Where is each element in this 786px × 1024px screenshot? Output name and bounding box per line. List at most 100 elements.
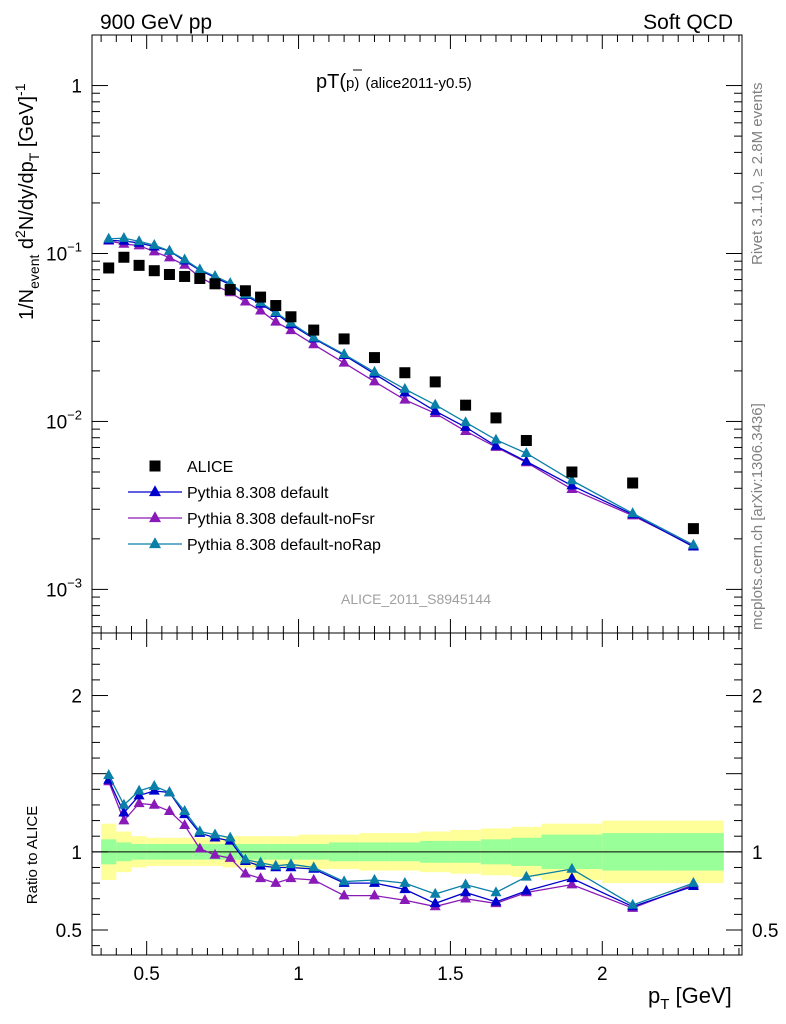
series-point-ratio — [285, 872, 297, 883]
alice-point — [338, 333, 350, 345]
alice-point — [627, 477, 639, 489]
series-point-ratio — [429, 887, 441, 898]
series-point-ratio — [460, 886, 472, 897]
series-point-main — [239, 295, 251, 306]
series-point-main — [194, 263, 206, 274]
series-point-main — [338, 356, 350, 367]
y-tick-label: 10−3 — [46, 575, 82, 601]
series-point-main — [399, 382, 411, 393]
series-point-main — [179, 253, 191, 264]
ratio-tick-label-left: 2 — [71, 687, 82, 708]
alice-point — [308, 324, 320, 336]
y-axis-label: 1/Nevent d2N/dy/dpT [GeV]-1 — [12, 83, 42, 320]
series-alice — [103, 251, 699, 535]
ratio-tick-label-right: 2 — [752, 687, 763, 708]
legend-marker — [149, 537, 161, 549]
series-point-ratio — [239, 853, 251, 864]
series-point-ratio — [308, 873, 320, 884]
series-point-ratio — [399, 876, 411, 887]
series-point-main — [490, 439, 502, 450]
x-tick-label: 1.5 — [437, 964, 463, 985]
series-point-main — [399, 393, 411, 404]
series-point-main — [627, 507, 639, 518]
series-point-ratio — [368, 889, 380, 900]
series-point-ratio — [209, 848, 221, 859]
series-point-ratio — [239, 867, 251, 878]
alice-point — [148, 265, 160, 277]
legend-marker — [149, 511, 161, 523]
alice-point — [209, 278, 221, 290]
series-point-ratio — [148, 798, 160, 809]
data-series — [103, 231, 699, 912]
legend-label: ALICE — [187, 459, 233, 476]
series-point-ratio — [118, 814, 130, 825]
series-point-ratio — [194, 825, 206, 836]
alice-point — [194, 272, 206, 284]
series-point-main — [270, 315, 282, 326]
series-point-ratio — [338, 889, 350, 900]
series-point-main — [429, 398, 441, 409]
axis-tick-labels: 0.5 1 1.5 2 1 10−1 10−2 10−3 2 2 1 1 0.5 0.5 — [46, 77, 778, 985]
x-tick-label: 2 — [597, 964, 608, 985]
series-point-ratio — [399, 894, 411, 905]
chart-title: pT(p) (alice2011-y0.5) — [316, 71, 472, 93]
series-point-ratio — [103, 769, 115, 780]
series-point-main — [163, 251, 175, 262]
series-point-main — [209, 270, 221, 280]
series-point-main — [118, 231, 130, 242]
series-point-ratio — [627, 898, 639, 909]
x-axis-label: pT [GeV] — [648, 983, 732, 1013]
series-point-ratio — [118, 798, 130, 809]
legend: ALICE Pythia 8.308 default Pythia 8.308 de… — [128, 459, 381, 554]
series-point-ratio — [163, 786, 175, 797]
ratio-plot-frame — [91, 632, 743, 956]
alice-point — [255, 291, 267, 303]
header-right-label: Soft QCD — [643, 11, 733, 34]
series-point-main — [687, 538, 699, 549]
series-point-ratio — [399, 883, 411, 894]
legend-marker — [149, 485, 161, 497]
series-point-main — [163, 244, 175, 255]
legend-label: Pythia 8.308 default-noFsr — [187, 511, 375, 528]
series-point-main — [490, 433, 502, 444]
series-point-ratio — [209, 828, 221, 839]
series-point-main — [270, 306, 282, 317]
series-point-ratio — [224, 831, 236, 842]
series-point-ratio — [118, 806, 130, 817]
alice-point — [163, 268, 175, 280]
alice-point — [270, 300, 282, 312]
ratio-tick-label-right: 1 — [752, 843, 763, 864]
alice-point — [399, 367, 411, 379]
alice-point — [520, 435, 532, 447]
series-point-ratio — [368, 873, 380, 884]
series-point-ratio — [308, 861, 320, 872]
axis-ticks — [92, 34, 742, 955]
alice-point — [490, 412, 502, 424]
series-point-ratio — [687, 876, 699, 887]
series-point-ratio — [490, 895, 502, 906]
alice-point — [103, 262, 115, 274]
series-point-ratio — [163, 805, 175, 815]
series-point-ratio — [566, 878, 578, 889]
y-tick-label: 10−1 — [46, 240, 82, 266]
ratio-tick-label-right: 0.5 — [752, 921, 778, 942]
alice-point — [687, 523, 699, 535]
legend-label: Pythia 8.308 default — [187, 485, 329, 502]
series-point-main — [566, 474, 578, 485]
series-point-ratio — [460, 892, 472, 903]
ratio-tick-label-left: 0.5 — [56, 921, 82, 942]
series-point-main — [103, 232, 115, 243]
series-point-main — [255, 304, 267, 315]
series-point-main — [429, 404, 441, 415]
rivet-label: Rivet 3.1.10, ≥ 2.8M events — [749, 83, 766, 266]
y-tick-label: 1 — [71, 77, 82, 98]
mcplots-label: mcplots.cern.ch [arXiv:1306.3436] — [749, 403, 766, 630]
series-point-ratio — [133, 797, 145, 808]
alice-point — [285, 311, 297, 323]
alice-point — [566, 466, 578, 478]
series-point-ratio — [179, 819, 191, 830]
alice-point — [118, 251, 130, 263]
ratio-y-axis-label: Ratio to ALICE — [24, 806, 41, 904]
series-point-ratio — [520, 884, 532, 895]
series-point-main — [566, 479, 578, 490]
